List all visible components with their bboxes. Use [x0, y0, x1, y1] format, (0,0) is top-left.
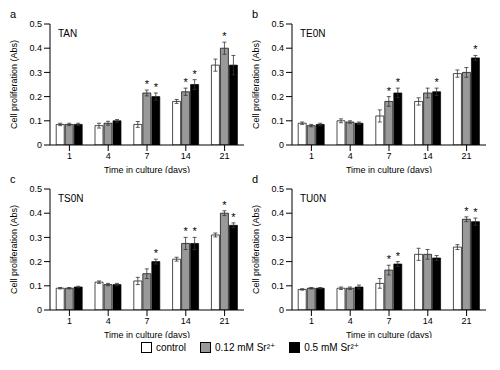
html-text:TE0N: TE0N [300, 28, 326, 39]
html-text:d: d [252, 173, 259, 185]
svg-text:*: * [222, 199, 227, 211]
svg-text:1: 1 [309, 151, 314, 161]
svg-text:14: 14 [181, 316, 191, 326]
svg-text:Time in culture (days): Time in culture (days) [104, 330, 190, 338]
svg-text:0.2: 0.2 [271, 92, 284, 102]
svg-text:7: 7 [386, 151, 391, 161]
svg-text:0.5: 0.5 [271, 184, 284, 194]
svg-text:0.2: 0.2 [271, 257, 284, 267]
html-text:TU0N: TU0N [300, 193, 327, 204]
svg-text:1: 1 [309, 316, 314, 326]
svg-text:*: * [473, 43, 478, 55]
svg-text:1: 1 [67, 151, 72, 161]
svg-text:0.5: 0.5 [29, 19, 42, 29]
svg-text:*: * [231, 211, 236, 223]
svg-text:*: * [396, 250, 401, 262]
svg-text:0: 0 [279, 305, 284, 315]
svg-text:4: 4 [106, 316, 111, 326]
svg-text:*: * [464, 205, 469, 217]
svg-text:Cell proliferation (Abs): Cell proliferation (Abs) [251, 40, 261, 129]
svg-text:0: 0 [279, 140, 284, 150]
svg-text:21: 21 [462, 151, 472, 161]
svg-text:14: 14 [423, 151, 433, 161]
svg-text:*: * [154, 81, 159, 93]
svg-text:Time in culture (days): Time in culture (days) [346, 330, 432, 338]
svg-text:4: 4 [348, 151, 353, 161]
svg-text:0.5: 0.5 [29, 184, 42, 194]
svg-text:*: * [434, 76, 439, 88]
html-text:a: a [10, 8, 17, 20]
svg-text:Cell proliferation (Abs): Cell proliferation (Abs) [9, 40, 19, 129]
html-text:0.5 mM Sr²⁺: 0.5 mM Sr²⁺ [304, 342, 359, 353]
html-text:TS0N: TS0N [58, 193, 84, 204]
svg-text:0.5: 0.5 [271, 19, 284, 29]
svg-text:0.1: 0.1 [29, 281, 42, 291]
svg-text:1: 1 [67, 316, 72, 326]
svg-text:0.3: 0.3 [29, 233, 42, 243]
svg-text:*: * [183, 225, 188, 237]
svg-text:21: 21 [220, 151, 230, 161]
svg-text:Time in culture (days): Time in culture (days) [104, 165, 190, 173]
svg-text:*: * [396, 76, 401, 88]
svg-text:21: 21 [220, 316, 230, 326]
svg-text:7: 7 [144, 316, 149, 326]
svg-text:0.2: 0.2 [29, 92, 42, 102]
svg-text:0.4: 0.4 [271, 43, 284, 53]
html-text:c: c [10, 173, 16, 185]
svg-text:*: * [154, 247, 159, 259]
html-text:b: b [252, 8, 259, 20]
svg-text:0: 0 [37, 140, 42, 150]
html-text:TAN: TAN [58, 28, 78, 39]
svg-text:0.3: 0.3 [271, 233, 284, 243]
svg-text:14: 14 [423, 316, 433, 326]
svg-text:*: * [192, 68, 197, 80]
svg-text:*: * [183, 76, 188, 88]
svg-text:*: * [387, 85, 392, 97]
svg-text:0.4: 0.4 [29, 208, 42, 218]
svg-text:0.4: 0.4 [271, 208, 284, 218]
svg-text:0.1: 0.1 [29, 116, 42, 126]
html-text:control: control [156, 342, 186, 353]
svg-text:14: 14 [181, 151, 191, 161]
svg-text:*: * [473, 206, 478, 218]
svg-text:*: * [387, 253, 392, 265]
html-text:0.12 mM Sr²⁺: 0.12 mM Sr²⁺ [215, 342, 276, 353]
svg-text:0.1: 0.1 [271, 281, 284, 291]
svg-text:*: * [145, 78, 150, 90]
svg-text:0: 0 [37, 305, 42, 315]
svg-text:0.3: 0.3 [271, 68, 284, 78]
svg-text:7: 7 [386, 316, 391, 326]
svg-text:21: 21 [462, 316, 472, 326]
svg-text:0.2: 0.2 [29, 257, 42, 267]
svg-text:0.3: 0.3 [29, 68, 42, 78]
svg-text:Cell proliferation (Abs): Cell proliferation (Abs) [9, 205, 19, 294]
svg-text:4: 4 [348, 316, 353, 326]
svg-text:Cell proliferation (Abs): Cell proliferation (Abs) [251, 205, 261, 294]
svg-text:7: 7 [144, 151, 149, 161]
svg-text:*: * [192, 225, 197, 237]
svg-text:Time in culture (days): Time in culture (days) [346, 165, 432, 173]
svg-text:0.4: 0.4 [29, 43, 42, 53]
svg-text:4: 4 [106, 151, 111, 161]
svg-text:0.1: 0.1 [271, 116, 284, 126]
svg-text:*: * [222, 30, 227, 42]
